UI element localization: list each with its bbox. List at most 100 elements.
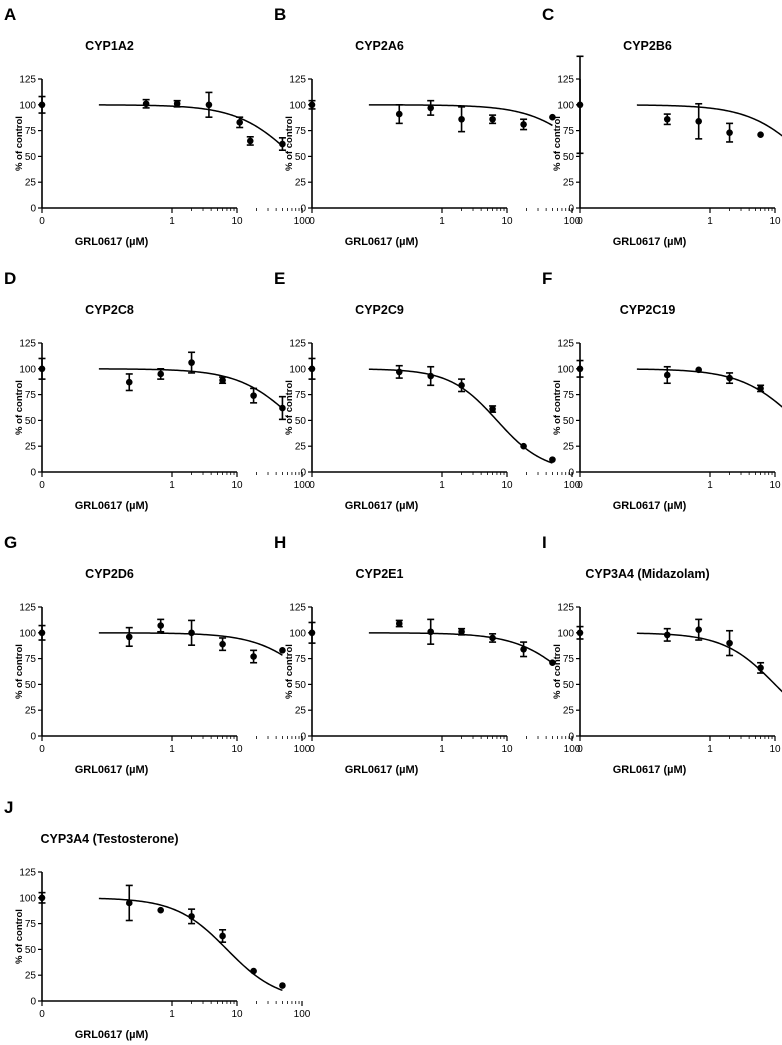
data-point — [38, 365, 46, 373]
data-point — [663, 631, 671, 639]
data-point — [757, 664, 764, 672]
y-tick-label: 25 — [25, 178, 37, 189]
fit-curve — [636, 632, 782, 693]
chart-title: CYP2C19 — [620, 303, 676, 317]
y-tick-label: 75 — [563, 126, 575, 137]
data-point — [250, 392, 257, 399]
fit-curve — [636, 368, 782, 408]
data-point — [549, 113, 556, 121]
data-point — [520, 121, 527, 128]
y-tick-label: 75 — [25, 654, 37, 665]
x-tick-label: 10 — [231, 216, 243, 227]
data-point — [188, 629, 195, 637]
y-axis-label: % of control — [14, 644, 25, 699]
panel-f: F CYP2C19 0 25 50 75 100 125 0 1 10 100 GRL0617 (µM)… — [542, 269, 782, 512]
data-point — [458, 628, 465, 636]
data-point — [757, 131, 764, 139]
data-point — [173, 100, 181, 108]
y-tick-label: 0 — [30, 732, 36, 743]
panel-h: H CYP2E1 0 25 50 75 100 125 0 1 10 100 GRL0617 (µM)%… — [274, 533, 581, 776]
data-point — [308, 629, 316, 637]
data-point — [279, 647, 286, 654]
chart-title: CYP3A4 (Testosterone) — [41, 832, 179, 846]
data-point — [395, 368, 403, 376]
data-point — [219, 376, 226, 384]
x-tick-label: 10 — [231, 744, 243, 755]
data-point — [205, 101, 213, 109]
chart-title: CYP1A2 — [85, 39, 134, 53]
data-point — [427, 104, 434, 112]
fit-curve — [98, 104, 283, 147]
x-tick-label: 0 — [577, 744, 583, 755]
fit-curve — [98, 368, 283, 410]
y-axis-label: % of control — [284, 380, 295, 435]
chart-title: CYP2E1 — [356, 567, 404, 581]
y-tick-label: 0 — [300, 468, 306, 479]
data-point — [489, 115, 496, 123]
y-tick-label: 0 — [568, 204, 574, 215]
data-point — [279, 404, 286, 412]
data-point — [38, 101, 46, 109]
x-tick-label: 0 — [39, 216, 45, 227]
panel-letter: C — [542, 5, 554, 24]
data-point — [458, 115, 465, 123]
data-point — [663, 371, 671, 379]
panel-letter: E — [274, 269, 285, 288]
data-point — [726, 129, 733, 136]
y-tick-label: 75 — [563, 654, 575, 665]
y-axis-label: % of control — [552, 644, 563, 699]
data-point — [520, 646, 527, 653]
panel-a: A CYP1A2 0 25 50 75 100 125 0 1 10 100 GRL0617 (µM)%… — [4, 5, 311, 248]
chart-title: CYP2D6 — [85, 567, 134, 581]
x-tick-label: 10 — [231, 1009, 243, 1020]
x-tick-label: 0 — [577, 480, 583, 491]
y-tick-label: 25 — [563, 178, 575, 189]
data-point — [308, 365, 316, 373]
y-tick-label: 75 — [295, 390, 307, 401]
data-point — [125, 633, 133, 641]
x-tick-label: 100 — [294, 480, 311, 491]
panel-letter: J — [4, 798, 13, 817]
data-point — [308, 101, 316, 109]
y-tick-label: 125 — [557, 75, 574, 86]
data-point — [125, 378, 133, 386]
y-tick-label: 50 — [25, 680, 37, 691]
x-tick-label: 0 — [39, 1009, 45, 1020]
y-tick-label: 100 — [289, 628, 306, 639]
data-point — [520, 442, 527, 450]
panel-c: C CYP2B6 0 25 50 75 100 125 0 1 10 100 GRL0617 (µM)%… — [542, 5, 782, 248]
x-tick-label: 1 — [169, 216, 175, 227]
data-point — [246, 137, 254, 145]
panel-letter: B — [274, 5, 286, 24]
x-tick-label: 1 — [439, 216, 445, 227]
y-tick-label: 75 — [25, 390, 37, 401]
x-tick-label: 100 — [564, 480, 581, 491]
data-point — [157, 906, 164, 914]
y-tick-label: 25 — [25, 442, 37, 453]
data-point — [395, 110, 403, 118]
y-tick-label: 100 — [19, 100, 36, 111]
x-axis-label: GRL0617 (µM) — [75, 764, 149, 776]
chart-title: CYP3A4 (Midazolam) — [585, 567, 709, 581]
data-point — [489, 634, 496, 642]
chart-title: CYP2B6 — [623, 39, 672, 53]
y-tick-label: 0 — [300, 732, 306, 743]
data-point — [695, 118, 702, 125]
data-point — [576, 101, 584, 109]
y-tick-label: 75 — [25, 126, 37, 137]
x-tick-label: 1 — [169, 744, 175, 755]
data-point — [38, 894, 46, 902]
data-point — [395, 620, 403, 627]
x-tick-label: 10 — [231, 480, 243, 491]
y-tick-label: 75 — [295, 654, 307, 665]
x-tick-label: 100 — [564, 744, 581, 755]
panel-letter: D — [4, 269, 16, 288]
y-axis-label: % of control — [14, 116, 25, 171]
y-tick-label: 50 — [295, 416, 307, 427]
data-point — [188, 913, 195, 920]
y-tick-label: 100 — [557, 364, 574, 375]
y-tick-label: 75 — [295, 126, 307, 137]
y-tick-label: 125 — [289, 339, 306, 350]
y-tick-label: 100 — [19, 893, 36, 904]
